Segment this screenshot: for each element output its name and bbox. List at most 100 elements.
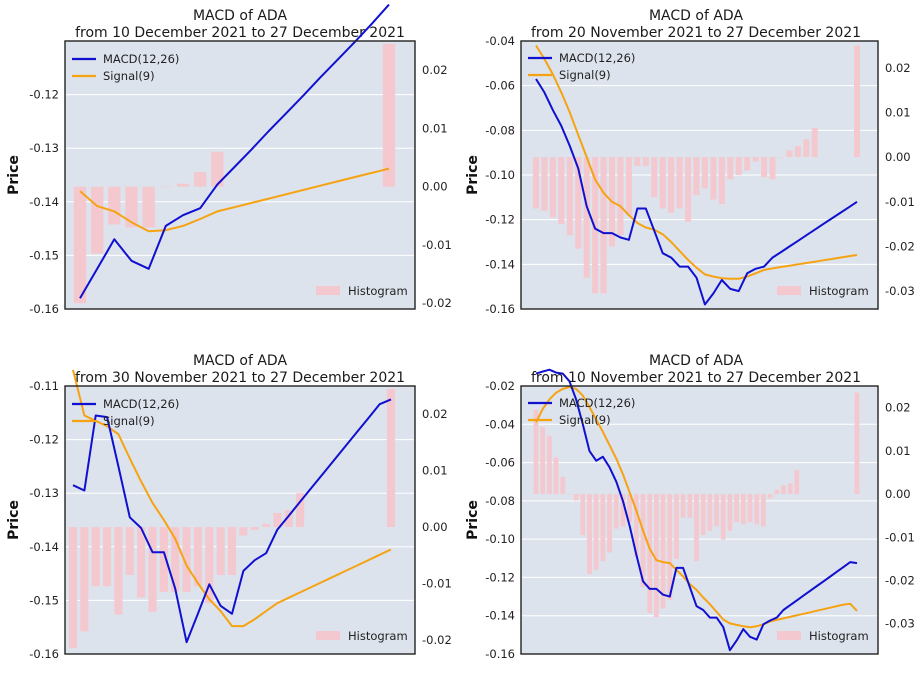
histogram-bar	[532, 157, 540, 209]
chart-3-plot-area	[65, 386, 415, 654]
histogram-bar	[718, 157, 725, 205]
histogram-bar	[549, 157, 556, 218]
histogram-bar	[386, 388, 396, 528]
histogram-bar	[694, 494, 699, 562]
y2-tick-label: -0.01	[422, 238, 452, 252]
histogram-bar	[573, 494, 579, 501]
y-tick-label: -0.14	[485, 609, 515, 623]
chart-2-legend-histogram-label: Histogram	[809, 284, 869, 298]
chart-1-y-axis-label: Price	[6, 155, 22, 195]
histogram-bar	[108, 186, 121, 225]
chart-3-signal-line	[72, 369, 392, 628]
y2-tick-label: 0.01	[422, 464, 448, 478]
y2-tick-label: 0.01	[885, 105, 911, 119]
chart-4-macd-line	[535, 368, 858, 652]
chart-panel-2: MACD of ADA from 20 November 2021 to 27 …	[465, 8, 915, 316]
chart-3-macd-line	[72, 398, 392, 644]
chart-1-y2-axis-ticks: -0.02 -0.01 0.00 0.01 0.02	[422, 63, 452, 310]
histogram-bar	[250, 527, 259, 530]
histogram-bar	[80, 527, 89, 632]
chart-4-legend: MACD(12,26) Signal(9) Histogram	[528, 396, 869, 643]
histogram-bar	[533, 409, 539, 495]
histogram-bar	[727, 494, 733, 531]
histogram-bar	[553, 457, 559, 495]
histogram-bar	[774, 489, 780, 495]
histogram-bar	[853, 45, 861, 158]
histogram-bar	[583, 157, 590, 278]
histogram-bar	[159, 186, 173, 188]
histogram-bar	[176, 183, 190, 187]
histogram-bar	[566, 157, 573, 236]
histogram-bar	[674, 494, 679, 559]
y-tick-label: -0.16	[29, 302, 59, 316]
macd-series-line	[79, 3, 390, 299]
histogram-bar	[747, 494, 753, 523]
histogram-bar	[148, 527, 157, 612]
macd-series-line	[72, 398, 392, 644]
chart-1-y-axis-ticks: -0.16 -0.15 -0.14 -0.13 -0.12	[29, 88, 59, 316]
y-tick-label: -0.14	[29, 540, 59, 554]
chart-1-legend-signal-label: Signal(9)	[103, 69, 155, 83]
histogram-bar	[744, 157, 751, 171]
histogram-bar	[687, 494, 693, 518]
histogram-bar	[642, 157, 649, 167]
histogram-bar	[620, 494, 626, 527]
y-tick-label: -0.02	[485, 379, 515, 393]
chart-2-frame	[520, 40, 879, 310]
y2-tick-label: -0.03	[885, 284, 915, 298]
histogram-bar	[710, 157, 717, 200]
y-tick-label: -0.11	[29, 379, 59, 393]
histogram-bar	[284, 510, 293, 528]
y-tick-label: -0.08	[485, 123, 515, 137]
y-tick-label: -0.13	[29, 486, 59, 500]
histogram-bar	[182, 527, 191, 592]
histogram-bar	[734, 494, 740, 523]
histogram-bar	[787, 483, 793, 495]
histogram-bar	[560, 476, 566, 495]
chart-2-macd-line	[535, 78, 858, 306]
histogram-bar	[296, 493, 305, 528]
histogram-bar	[607, 494, 612, 553]
histogram-bar	[752, 157, 759, 162]
chart-1-plot-area	[65, 41, 415, 309]
histogram-bar	[769, 157, 776, 180]
y2-tick-label: 0.01	[422, 121, 448, 135]
histogram-bar	[617, 157, 624, 236]
histogram-bar	[660, 494, 666, 609]
chart-panel-3: MACD of ADA from 30 November 2021 to 27 …	[6, 353, 452, 661]
macd-series-line	[535, 78, 858, 306]
y2-tick-label: 0.01	[885, 444, 911, 458]
chart-2-title: MACD of ADA	[649, 8, 743, 24]
histogram-bar	[701, 157, 708, 189]
histogram-bar	[73, 186, 87, 304]
chart-4-y2-axis-ticks: -0.03 -0.02 -0.01 0.00 0.01 0.02	[885, 401, 915, 631]
histogram-bar	[794, 470, 800, 495]
histogram-bar	[142, 186, 155, 228]
histogram-bar	[627, 494, 633, 523]
histogram-bar	[102, 527, 112, 587]
y2-tick-label: 0.02	[885, 61, 911, 75]
histogram-bar	[382, 43, 396, 187]
chart-1-gridlines	[65, 94, 415, 256]
chart-3-subtitle: from 30 November 2021 to 27 December 202…	[75, 370, 405, 386]
histogram-bar	[707, 494, 713, 531]
chart-4-frame	[520, 385, 879, 655]
y-tick-label: -0.04	[485, 34, 515, 48]
histogram-bar	[613, 494, 619, 529]
histogram-bar	[761, 157, 768, 178]
histogram-bar	[740, 494, 746, 525]
histogram-bar	[125, 186, 138, 228]
histogram-bar	[137, 527, 146, 598]
y2-tick-label: -0.02	[885, 574, 915, 588]
histogram-bar	[714, 494, 719, 527]
y-tick-label: -0.14	[485, 257, 515, 271]
histogram-bar	[211, 151, 224, 187]
signal-series-line	[535, 386, 858, 629]
histogram-bar	[171, 527, 180, 592]
y-tick-label: -0.12	[29, 88, 59, 102]
y2-tick-label: 0.02	[422, 63, 448, 77]
chart-1-legend-histogram-swatch	[316, 286, 340, 295]
chart-2-legend-histogram-swatch	[777, 286, 801, 295]
chart-2-subtitle: from 20 November 2021 to 27 December 202…	[531, 25, 861, 41]
chart-2-legend: MACD(12,26) Signal(9) Histogram	[528, 51, 869, 298]
